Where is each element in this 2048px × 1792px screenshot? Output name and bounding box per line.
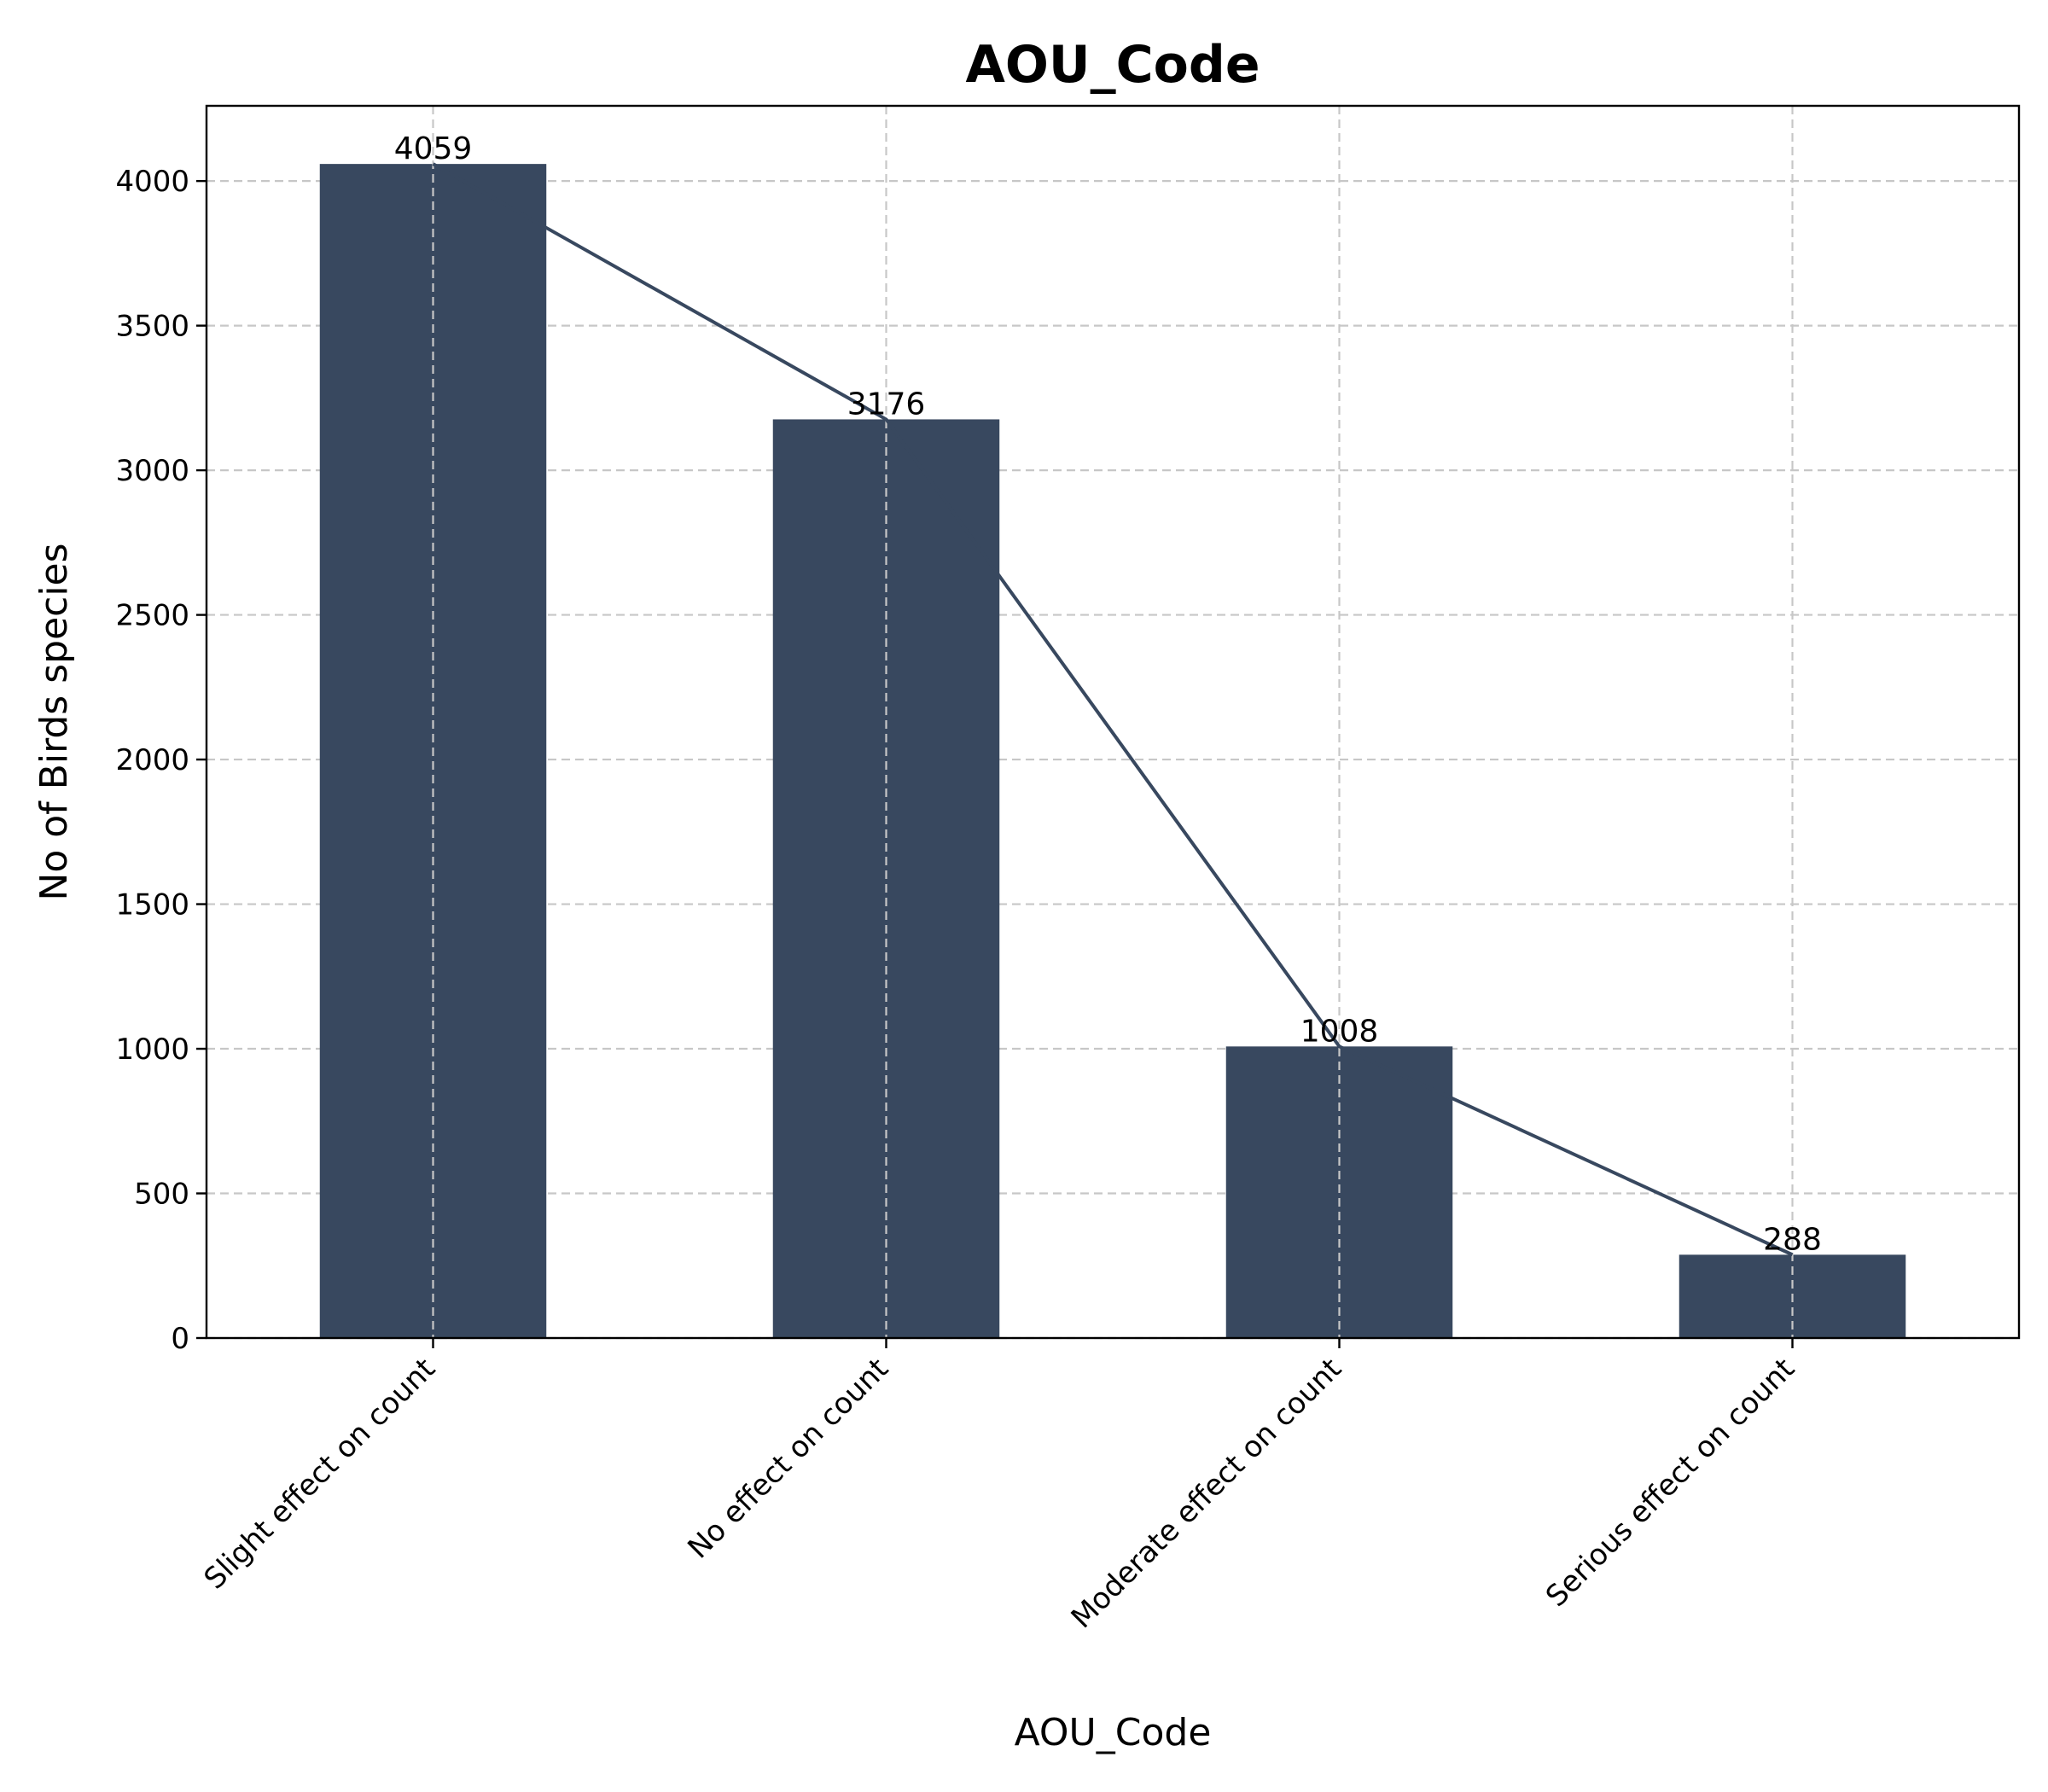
bar-value-label: 288 bbox=[1763, 1222, 1822, 1257]
x-tick-label: No effect on count bbox=[681, 1352, 894, 1565]
y-tick-label: 500 bbox=[134, 1178, 189, 1212]
x-tick-label: Moderate effect on count bbox=[1065, 1352, 1348, 1635]
chart-title: AOU_Code bbox=[965, 35, 1260, 95]
y-axis-label: No of Birds species bbox=[32, 543, 76, 900]
x-tick-label: Serious effect on count bbox=[1539, 1352, 1801, 1614]
plot-frame bbox=[205, 104, 2021, 1340]
value-label-layer: 4059 3176 1008 288 bbox=[394, 131, 1822, 1257]
y-tick-label: 1500 bbox=[115, 888, 189, 922]
y-tick-label: 0 bbox=[171, 1322, 189, 1356]
bar-value-label: 1008 bbox=[1300, 1014, 1379, 1049]
x-tick-label: Slight effect on count bbox=[198, 1352, 442, 1596]
bar-layer bbox=[319, 164, 1906, 1338]
x-axis-ticks: Slight effect on count No effect on count… bbox=[198, 1338, 1801, 1635]
y-tick-label: 3000 bbox=[115, 454, 189, 488]
y-tick-label: 2500 bbox=[115, 599, 189, 633]
vertical-grid-layer bbox=[432, 106, 1794, 1338]
trend-line bbox=[432, 162, 1794, 1257]
y-tick-label: 2000 bbox=[115, 743, 189, 777]
bar-value-label: 3176 bbox=[847, 387, 926, 422]
bar-value-label: 4059 bbox=[394, 131, 473, 166]
y-tick-label: 1000 bbox=[115, 1033, 189, 1067]
y-tick-label: 3500 bbox=[115, 310, 189, 344]
trend-line-layer bbox=[432, 162, 1794, 1257]
y-tick-label: 4000 bbox=[115, 165, 189, 199]
y-axis-ticks: 0 500 1000 1500 2000 2500 3000 3500 4000 bbox=[115, 165, 207, 1356]
x-axis-label: AOU_Code bbox=[1015, 1711, 1212, 1754]
